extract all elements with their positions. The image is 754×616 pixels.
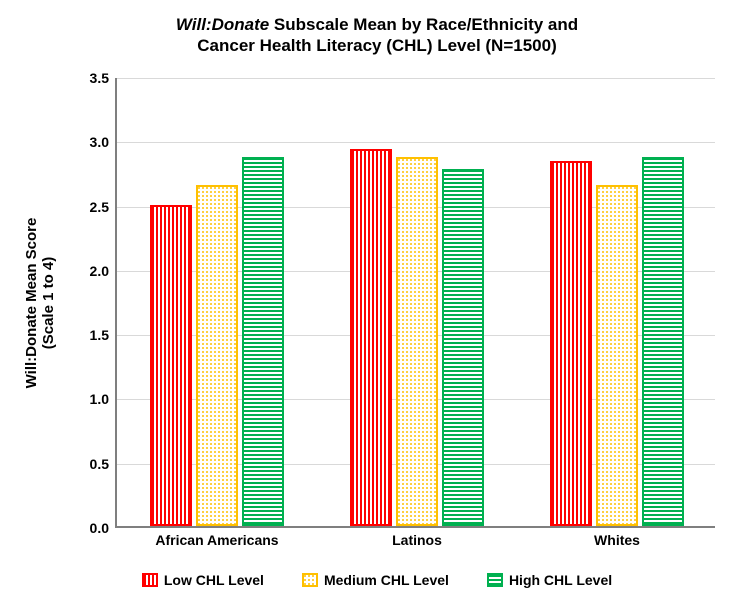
bar-low	[550, 161, 592, 526]
legend-swatch-icon	[487, 573, 503, 587]
legend-label: High CHL Level	[509, 572, 612, 588]
y-tick-label: 2.0	[90, 263, 109, 279]
y-axis-label: Will:Donate Mean Score (Scale 1 to 4)	[23, 218, 57, 389]
chart-title-line1: Will:Donate Subscale Mean by Race/Ethnic…	[0, 14, 754, 35]
bar-low	[350, 149, 392, 526]
legend-swatch-icon	[142, 573, 158, 587]
legend-label: Medium CHL Level	[324, 572, 449, 588]
legend-item-low: Low CHL Level	[142, 572, 264, 588]
legend-item-high: High CHL Level	[487, 572, 612, 588]
y-tick-label: 1.5	[90, 327, 109, 343]
grid-line	[117, 78, 715, 79]
bar-high	[242, 157, 284, 526]
bar-medium	[596, 185, 638, 526]
y-tick-label: 0.5	[90, 456, 109, 472]
bar-medium	[396, 157, 438, 526]
x-tick-label: Latinos	[392, 532, 442, 548]
bar-high	[642, 157, 684, 526]
y-axis-label-line1: Will:Donate Mean Score	[23, 218, 40, 389]
x-tick-label: African Americans	[155, 532, 278, 548]
chart-container: Will:Donate Subscale Mean by Race/Ethnic…	[0, 0, 754, 616]
bar-high	[442, 169, 484, 526]
bar-medium	[196, 185, 238, 526]
y-tick-label: 3.0	[90, 134, 109, 150]
grid-line	[117, 142, 715, 143]
legend-swatch-icon	[302, 573, 318, 587]
plot-area: 0.00.51.01.52.02.53.03.5African American…	[115, 78, 715, 528]
y-tick-label: 0.0	[90, 520, 109, 536]
chart-title-line2: Cancer Health Literacy (CHL) Level (N=15…	[0, 35, 754, 56]
legend-item-medium: Medium CHL Level	[302, 572, 449, 588]
y-axis-label-line2: (Scale 1 to 4)	[40, 257, 57, 350]
bar-low	[150, 205, 192, 526]
legend: Low CHL Level Medium CHL Level High CHL Le…	[0, 572, 754, 588]
y-tick-label: 3.5	[90, 70, 109, 86]
chart-title: Will:Donate Subscale Mean by Race/Ethnic…	[0, 14, 754, 57]
y-tick-label: 1.0	[90, 391, 109, 407]
legend-label: Low CHL Level	[164, 572, 264, 588]
y-tick-label: 2.5	[90, 199, 109, 215]
x-tick-label: Whites	[594, 532, 640, 548]
